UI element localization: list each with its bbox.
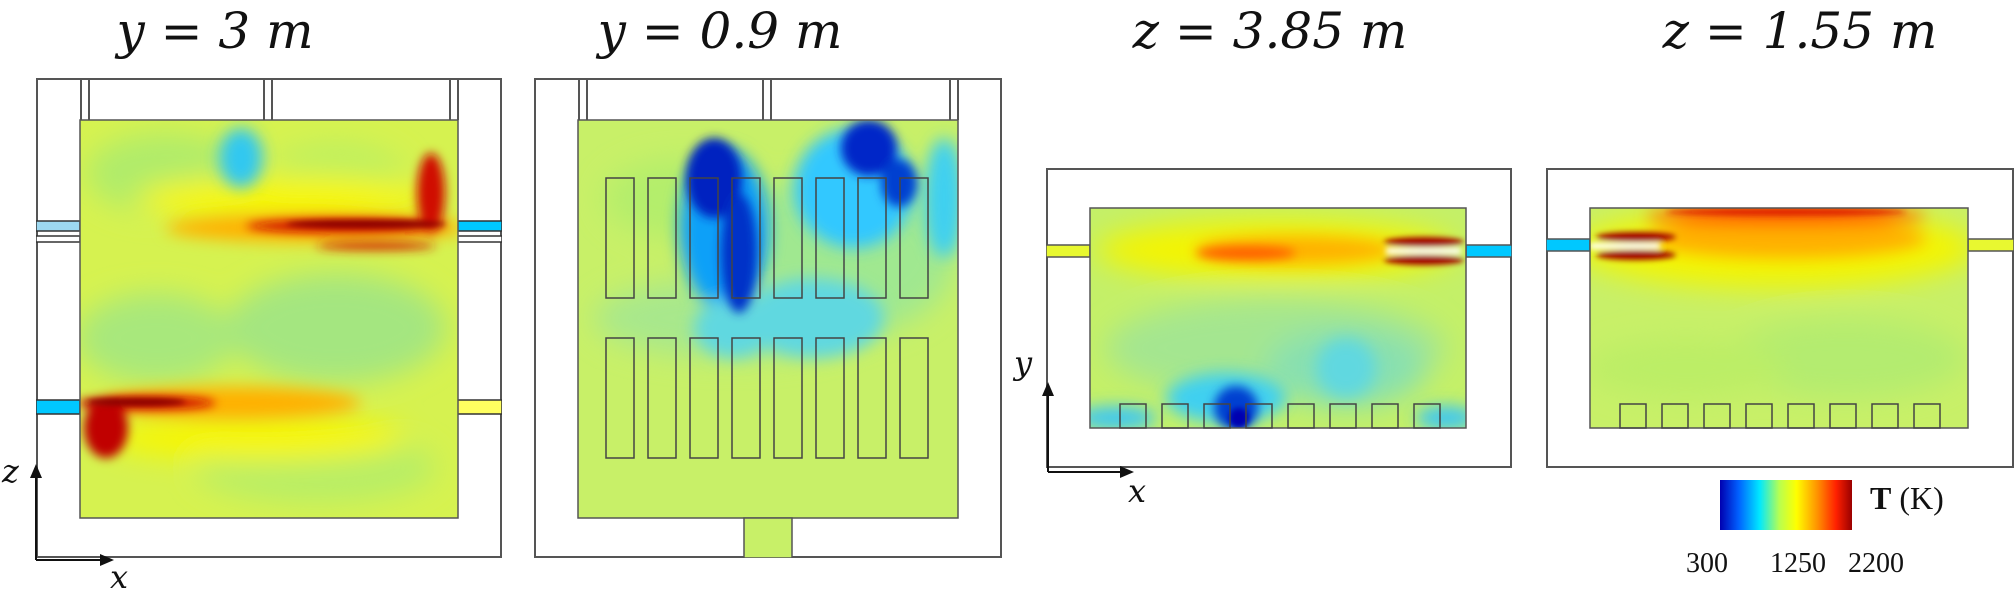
axis-indicator-left — [0, 450, 140, 598]
axis-label-x-left: x — [110, 558, 129, 596]
axis-label-x-right: x — [1128, 472, 1147, 510]
colorbar-tick-min: 300 — [1686, 548, 1728, 579]
contour-panel-z385 — [1046, 168, 1512, 468]
colorbar-tick-mid: 1250 — [1770, 548, 1826, 579]
contour-panel-y09 — [534, 78, 1002, 558]
colorbar-tick-max: 2200 — [1848, 548, 1904, 579]
colorbar — [1720, 480, 1852, 534]
panel-title-2: y = 0.9 m — [597, 2, 843, 60]
colorbar-unit: (K) — [1899, 480, 1944, 516]
contour-panel-z155 — [1546, 168, 2014, 468]
axis-label-y: y — [1014, 344, 1033, 382]
colorbar-quantity: T — [1870, 480, 1892, 516]
axis-indicator-right — [1030, 370, 1170, 500]
contour-panel-y3 — [36, 78, 502, 558]
panel-title-4: z = 1.55 m — [1662, 2, 1938, 60]
axis-label-z: z — [2, 452, 19, 490]
panel-title-3: z = 3.85 m — [1132, 2, 1408, 60]
cell-grid — [605, 177, 929, 459]
colorbar-label: T (K) — [1870, 480, 1944, 517]
panel-title-1: y = 3 m — [116, 2, 314, 60]
